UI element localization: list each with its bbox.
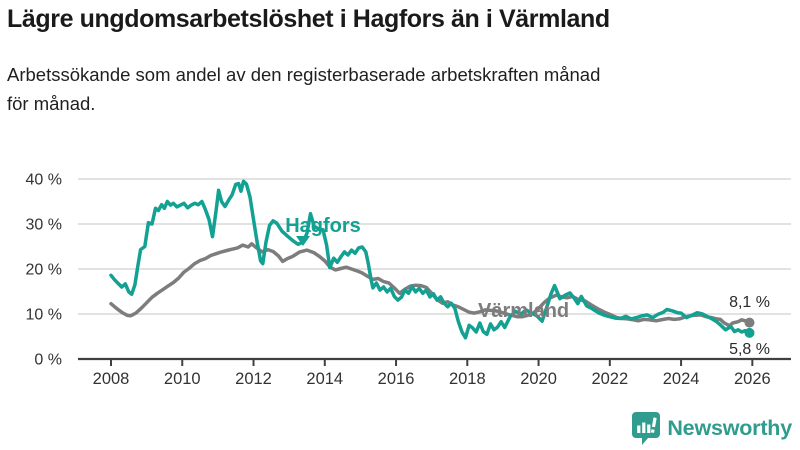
brand-name: Newsworthy bbox=[667, 415, 792, 440]
x-tick-label: 2012 bbox=[235, 370, 272, 388]
hagfors-end-value-label: 5,8 % bbox=[729, 341, 770, 358]
y-tick-label: 30 % bbox=[26, 217, 62, 234]
x-tick-label: 2024 bbox=[663, 370, 700, 388]
varmland-series-label: Värmland bbox=[478, 300, 569, 322]
x-tick-label: 2010 bbox=[164, 370, 201, 388]
x-tick-label: 2018 bbox=[449, 370, 486, 388]
hagfors-line bbox=[109, 179, 752, 340]
hagfors-end-dot bbox=[744, 327, 755, 338]
x-tick-label: 2026 bbox=[734, 370, 771, 388]
varmland-line bbox=[109, 242, 752, 328]
y-tick-label: 20 % bbox=[26, 262, 62, 279]
page-title: Lägre ungdomsarbetslöshet i Hagfors än i… bbox=[7, 5, 610, 33]
y-tick-label: 40 % bbox=[26, 172, 62, 189]
x-tick-label: 2016 bbox=[378, 370, 415, 388]
brand-footer: Newsworthy bbox=[632, 410, 792, 446]
hagfors-series-label: Hagfors bbox=[285, 215, 361, 237]
x-tick-label: 2008 bbox=[93, 370, 130, 388]
varmland-end-value-label: 8,1 % bbox=[729, 294, 770, 311]
y-tick-label: 10 % bbox=[26, 307, 62, 324]
newsworthy-logo-icon bbox=[632, 411, 661, 445]
x-tick-label: 2022 bbox=[591, 370, 628, 388]
x-tick-label: 2014 bbox=[306, 370, 343, 388]
chart-area: 0 % 10 % 20 % 30 % 40 % 2008 2010 2012 2014 2016 2… bbox=[26, 172, 791, 388]
x-tick-label: 2020 bbox=[520, 370, 557, 388]
hagfors-arrow-down-icon bbox=[296, 236, 310, 246]
chart-subtitle: Arbetssökande som andel av den registerb… bbox=[7, 64, 601, 115]
varmland-end-dot bbox=[744, 317, 755, 328]
y-tick-label: 0 % bbox=[34, 352, 62, 369]
